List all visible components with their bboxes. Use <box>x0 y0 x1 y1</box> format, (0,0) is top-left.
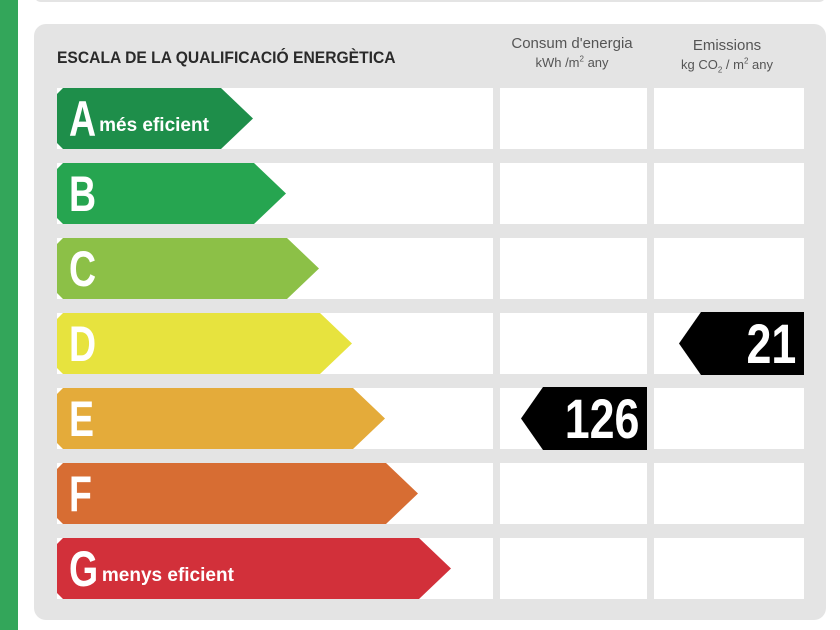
rating-arrow-c: C <box>57 238 319 299</box>
rating-arrow-b: B <box>57 163 286 224</box>
consumption-cell <box>500 313 647 374</box>
emissions-cell <box>654 163 804 224</box>
consumption-cell <box>500 163 647 224</box>
rating-arrow-e: E <box>57 388 385 449</box>
rating-letter: B <box>69 165 97 222</box>
emissions-cell <box>654 538 804 599</box>
emissions-cell <box>654 463 804 524</box>
rating-letter: C <box>69 240 97 297</box>
consumption-cell <box>500 238 647 299</box>
rating-arrow-d: D <box>57 313 352 374</box>
consumption-label: Consum d'energia <box>511 35 633 52</box>
consumption-column-header: Consum d'energia kWh /m2 any <box>497 36 647 69</box>
rating-sublabel: més eficient <box>99 114 209 136</box>
left-green-border <box>0 0 18 630</box>
emissions-unit: kg CO2 / m2 any <box>681 56 773 75</box>
emissions-cell <box>654 238 804 299</box>
rating-letter: F <box>69 465 92 522</box>
consumption-value-badge-text: 126 <box>564 386 639 450</box>
consumption-value-badge: 126 <box>521 387 647 450</box>
rating-letter: G <box>69 540 99 597</box>
emissions-value-badge-text: 21 <box>746 311 796 375</box>
rating-letter: D <box>69 315 97 372</box>
rating-sublabel: menys eficient <box>101 564 234 586</box>
consumption-cell <box>500 88 647 149</box>
emissions-label: Emissions <box>692 37 762 54</box>
emissions-cell <box>654 88 804 149</box>
rating-letter: A <box>69 90 97 147</box>
rating-arrow-f: F <box>57 463 418 524</box>
top-card-edge <box>34 0 826 2</box>
emissions-column-header: Emissions kg CO2 / m2 any <box>652 37 802 75</box>
emissions-cell <box>654 388 804 449</box>
consumption-cell <box>500 538 647 599</box>
emissions-value-badge: 21 <box>679 312 804 375</box>
consumption-unit: kWh /m2 any <box>535 54 609 70</box>
scale-title: ESCALA DE LA QUALIFICACIÓ ENERGÈTICA <box>57 48 396 67</box>
consumption-cell <box>500 463 647 524</box>
rating-letter: E <box>69 390 95 447</box>
